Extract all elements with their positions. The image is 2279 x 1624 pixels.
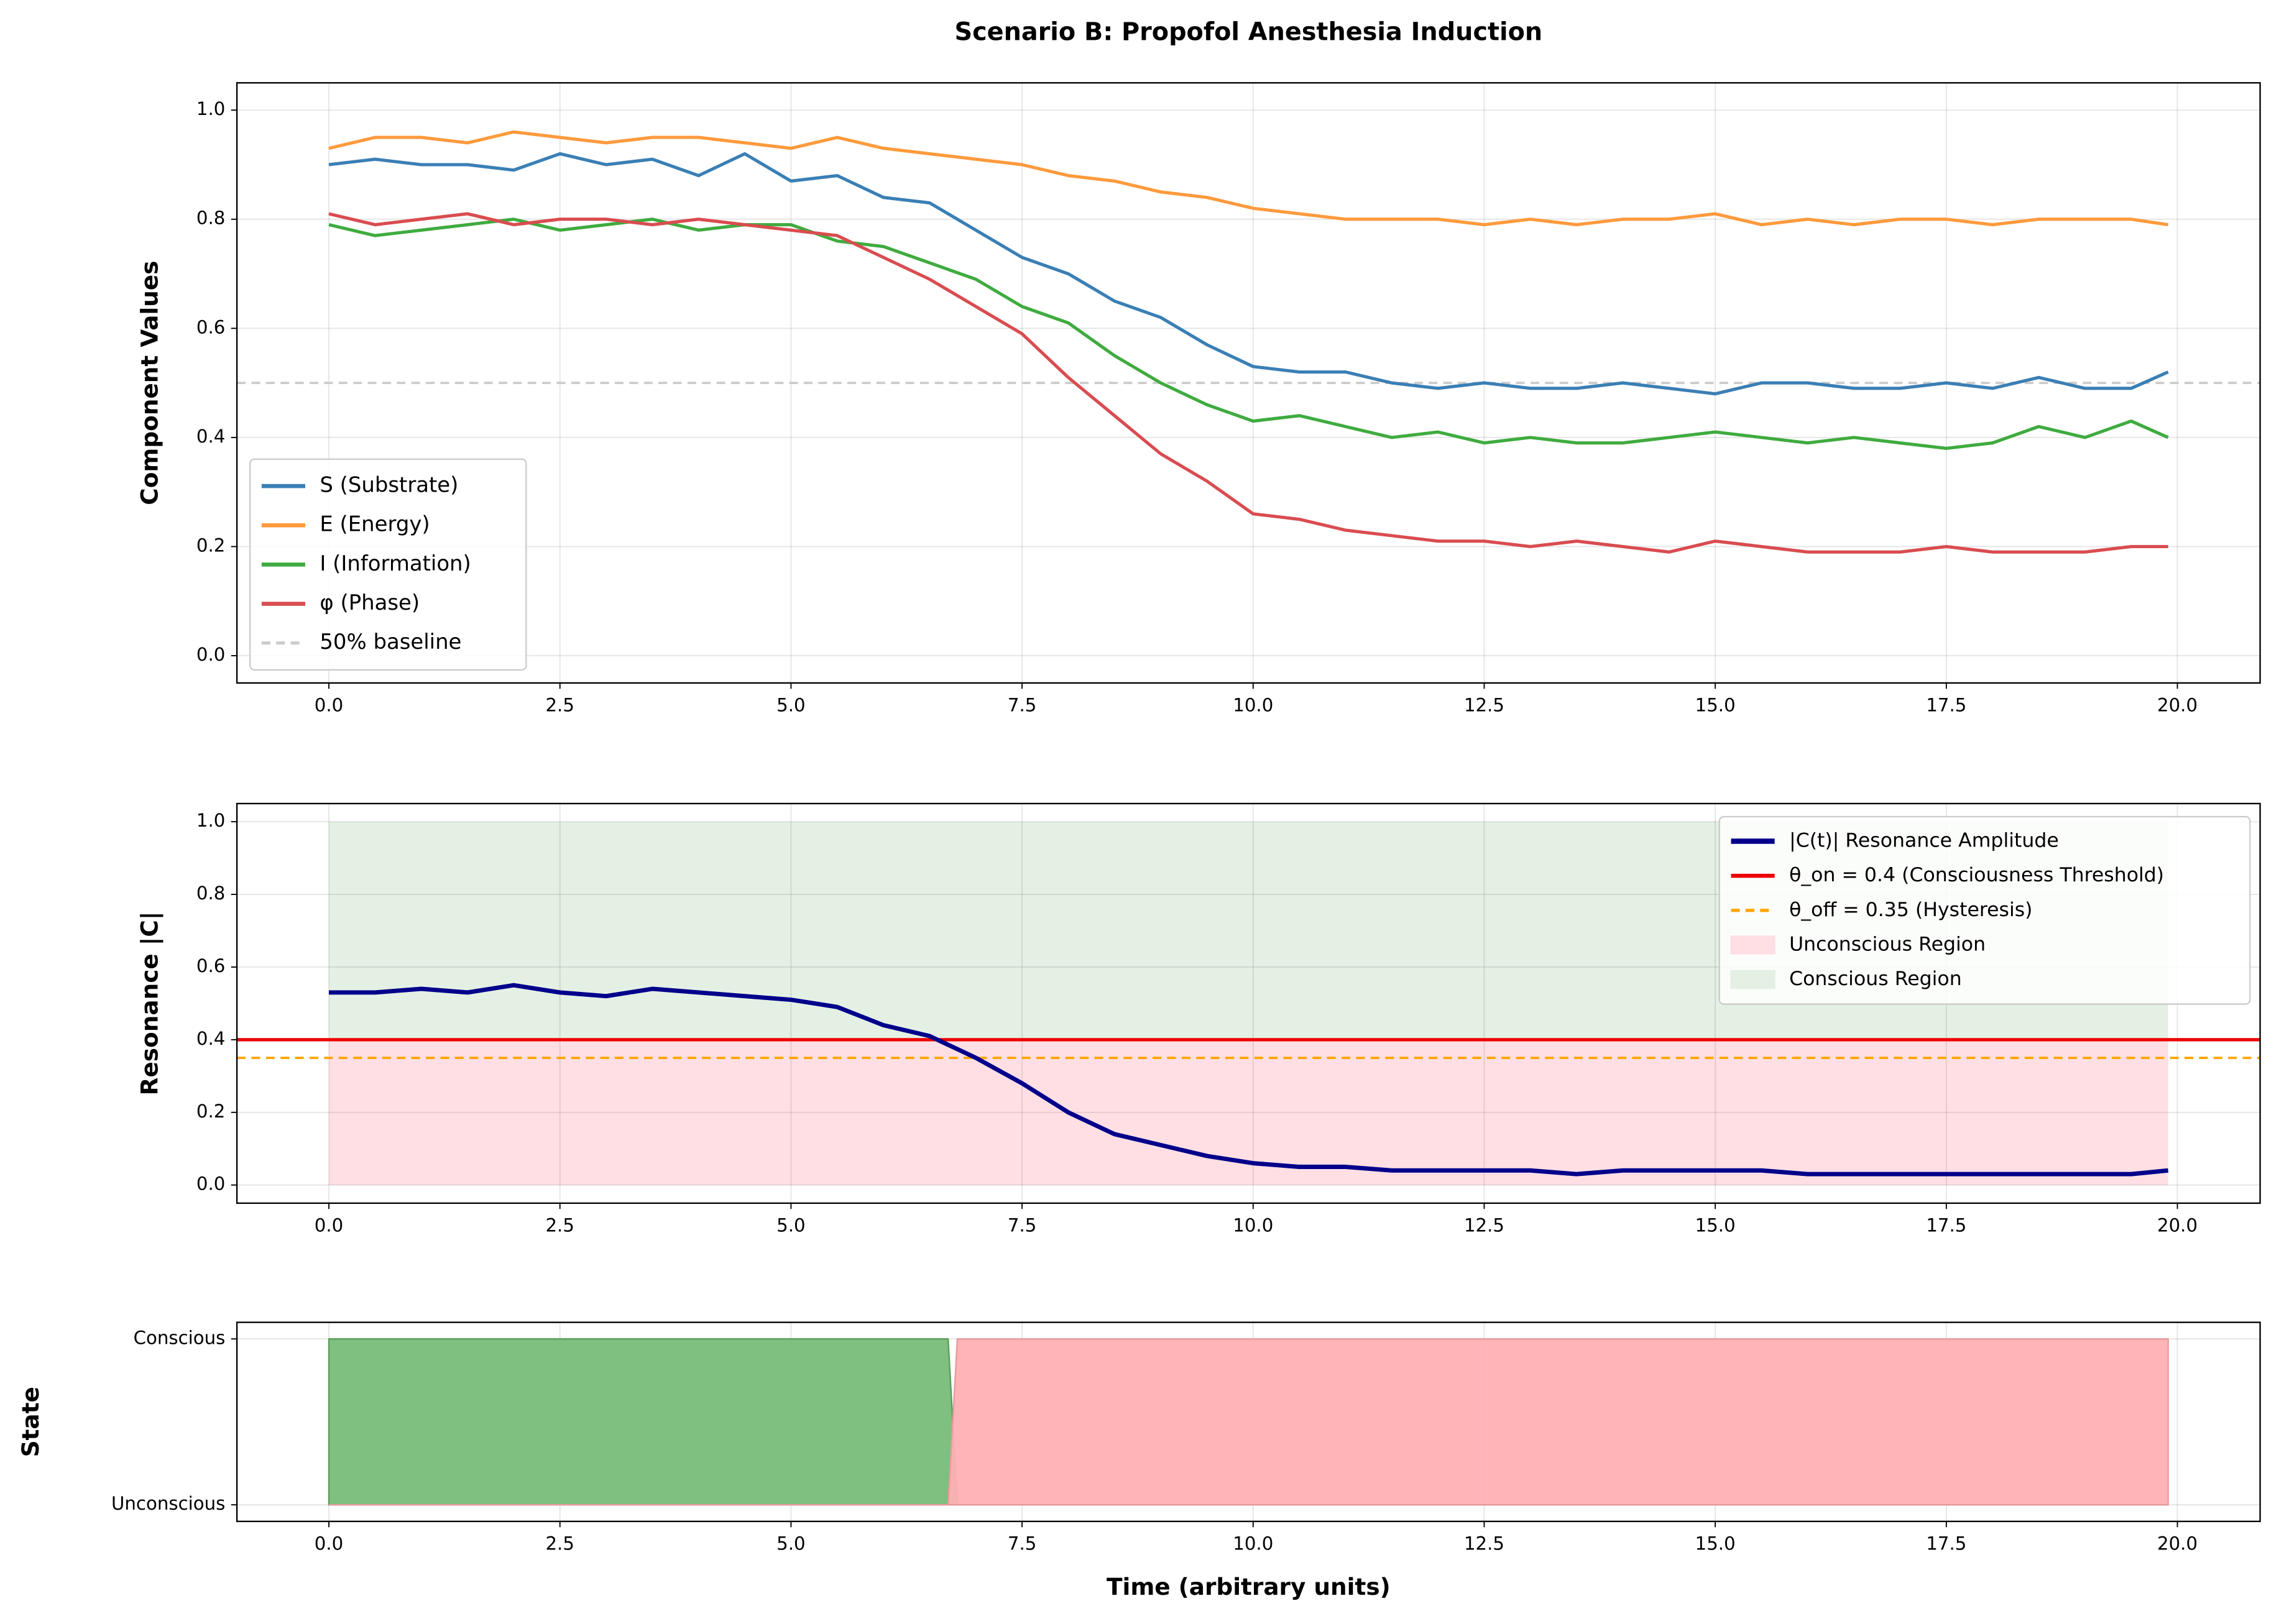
series-line [329,983,2169,1177]
legend-swatch [1730,970,1775,989]
y-tick-label: 0.4 [196,1028,225,1049]
series-line [328,218,2169,450]
x-tick-label: 17.5 [1926,694,1966,715]
x-tick-label: 12.5 [1464,694,1504,715]
legend-label: θ_on = 0.4 (Consciousness Threshold) [1789,864,2164,886]
legend-box [1718,815,2251,1005]
y-tick-label: 0.6 [196,955,225,976]
x-tick-label: 20.0 [2157,694,2198,715]
x-tick-label: 0.0 [315,1533,343,1554]
x-tick-label: 7.5 [1008,694,1036,715]
unconscious-area [329,1338,2169,1506]
figure-title: Scenario B: Propofol Anesthesia Inductio… [954,17,1542,46]
legend-label: θ_off = 0.35 (Hysteresis) [1789,899,2032,921]
x-tick-label: 7.5 [1008,1214,1036,1236]
x-tick-label: 20.0 [2157,1533,2198,1554]
legend-label: Unconscious Region [1789,933,1986,955]
legend-label: E (Energy) [320,512,430,536]
x-axis-label: Time (arbitrary units) [1107,1573,1391,1600]
legend: S (Substrate) E (Energy) I (Information) φ … [249,458,527,671]
y-tick-label: 0.2 [196,534,225,556]
legend-label: Conscious Region [1789,968,1962,990]
y-tick-label: Unconscious [111,1493,225,1514]
x-tick-label: 17.5 [1926,1533,1966,1554]
legend-label: 50% baseline [320,630,461,654]
y-tick-label: 0.6 [196,316,225,337]
y-tick-label: 1.0 [196,98,225,119]
x-tick-label: 2.5 [545,1533,574,1554]
y-tick-label: 0.4 [196,426,225,447]
x-tick-label: 10.0 [1233,1533,1273,1554]
x-tick-label: 0.0 [315,694,343,715]
legend-label: |C(t)| Resonance Amplitude [1789,829,2059,851]
x-tick-label: 15.0 [1695,1214,1736,1236]
axes-frame [236,1321,2261,1523]
x-tick-label: 12.5 [1464,1214,1504,1236]
x-tick-label: 2.5 [545,694,574,715]
x-tick-label: 20.0 [2157,1214,2198,1236]
legend-label: φ (Phase) [320,590,420,615]
legend-label: I (Information) [320,551,471,576]
x-tick-label: 0.0 [315,1214,343,1236]
legend-box [249,458,527,671]
x-tick-label: 10.0 [1233,694,1273,715]
axes-frame [236,82,2261,684]
y-axis-label: Component Values [136,260,163,505]
x-tick-label: 5.0 [776,1533,805,1554]
panel: 0.0 2.5 5.0 7.5 10.0 12.5 15.0 17.5 20.0 0.0 0.2 0.… [136,82,2261,715]
series-line [328,130,2169,227]
y-tick-label: 0.0 [196,644,225,665]
x-tick-label: 2.5 [545,1214,574,1236]
x-tick-label: 15.0 [1695,694,1736,715]
series-line [328,152,2169,396]
y-tick-label: 0.0 [196,1173,225,1195]
x-tick-label: 7.5 [1008,1533,1036,1554]
y-tick-label: 0.8 [196,883,225,904]
y-axis-label: State [17,1387,44,1457]
legend-label: S (Substrate) [320,473,458,497]
x-tick-label: 5.0 [776,1214,805,1236]
panel: 0.0 2.5 5.0 7.5 10.0 12.5 15.0 17.5 20.0 Unconsci… [17,1321,2261,1600]
panel: 0.0 2.5 5.0 7.5 10.0 12.5 15.0 17.5 20.0 0.0 0.2 0.… [136,802,2261,1236]
y-tick-label: 1.0 [196,810,225,831]
x-tick-label: 5.0 [776,694,805,715]
x-tick-label: 15.0 [1695,1533,1736,1554]
legend: |C(t)| Resonance Amplitude θ_on = 0.4 (Co… [1718,815,2251,1005]
y-tick-label: 0.8 [196,208,225,229]
x-tick-label: 17.5 [1926,1214,1966,1236]
y-tick-label: Conscious [134,1327,226,1348]
y-tick-label: 0.2 [196,1101,225,1122]
legend-swatch [1730,935,1775,955]
series-line [328,212,2168,554]
y-axis-label: Resonance |C| [136,911,163,1095]
axes-frame [236,802,2261,1204]
x-tick-label: 10.0 [1233,1214,1273,1236]
x-tick-label: 12.5 [1464,1533,1504,1554]
